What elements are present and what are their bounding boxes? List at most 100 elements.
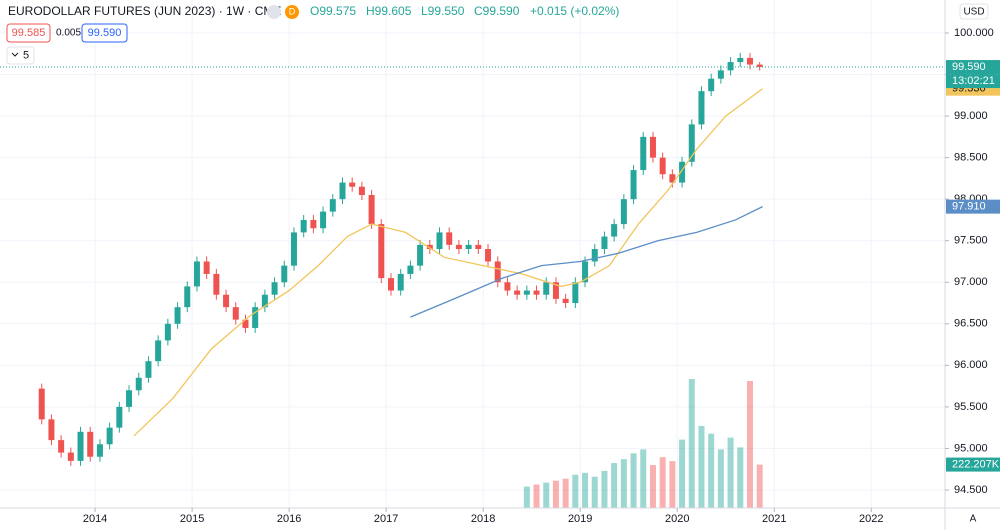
candle-body bbox=[465, 244, 472, 250]
candle-body bbox=[582, 261, 589, 283]
x-tick-label: 2015 bbox=[180, 513, 204, 525]
candle-body bbox=[300, 219, 307, 233]
candle-body bbox=[77, 431, 84, 461]
volume-bar bbox=[582, 472, 589, 508]
volume-bar bbox=[679, 439, 686, 508]
chevron bbox=[11, 52, 19, 57]
volume-bar bbox=[737, 447, 744, 508]
candle-body bbox=[679, 161, 686, 183]
y-tick-label: 97.000 bbox=[954, 276, 988, 288]
candle-body bbox=[38, 388, 45, 420]
y-tick-label: 96.000 bbox=[954, 359, 988, 371]
x-tick-label: 2017 bbox=[374, 513, 398, 525]
candle-body bbox=[339, 182, 346, 200]
plot bbox=[0, 52, 945, 508]
scale-mode: A bbox=[970, 514, 977, 525]
volume-bar bbox=[727, 437, 734, 508]
candle-body bbox=[514, 290, 521, 295]
candle-body bbox=[252, 307, 259, 328]
volume-bar bbox=[688, 379, 695, 508]
volume-label-bg bbox=[946, 457, 1000, 472]
countdown-bg bbox=[946, 74, 1000, 89]
badge-icon[interactable] bbox=[285, 5, 299, 19]
y-tick-label: 100.000 bbox=[954, 27, 994, 39]
volume-bar bbox=[717, 449, 724, 508]
candle-body bbox=[649, 136, 656, 158]
candle-body bbox=[562, 298, 569, 304]
moving-average bbox=[410, 206, 763, 318]
close: C99.590 bbox=[474, 4, 520, 18]
header: EURODOLLAR FUTURES (JUN 2023) · 1W · CME… bbox=[8, 4, 619, 19]
y-tick-label: 95.000 bbox=[954, 442, 988, 454]
eye-icon[interactable] bbox=[267, 5, 281, 19]
candle-body bbox=[446, 232, 453, 245]
candle-body bbox=[756, 64, 763, 68]
candle-body bbox=[48, 419, 55, 441]
spread: 0.005 bbox=[56, 28, 81, 39]
candle-body bbox=[135, 377, 142, 391]
candle-body bbox=[193, 261, 200, 287]
candle-body bbox=[426, 244, 433, 250]
axes: 94.500 95.000 95.500 96.000 96.500 97.000 97.5… bbox=[83, 3, 1000, 525]
volume-bar bbox=[543, 482, 550, 508]
candle-body bbox=[232, 307, 239, 320]
volume-bar bbox=[611, 463, 618, 508]
volume-bar bbox=[649, 465, 656, 508]
candle-body bbox=[67, 452, 74, 461]
volume-bar bbox=[601, 470, 608, 508]
candle-body bbox=[533, 290, 540, 295]
candle-body bbox=[688, 124, 695, 162]
candle-body bbox=[552, 282, 559, 299]
candle-body bbox=[106, 427, 113, 445]
candle-body bbox=[145, 361, 152, 378]
candle-body bbox=[349, 182, 356, 187]
candle-body bbox=[485, 249, 492, 262]
candle-body bbox=[203, 261, 210, 274]
candle-body bbox=[601, 236, 608, 250]
candle-body bbox=[261, 294, 268, 308]
volume-bar bbox=[640, 449, 647, 508]
candle-body bbox=[737, 57, 744, 63]
candle-body bbox=[407, 265, 414, 274]
x-tick-label: 2021 bbox=[762, 513, 786, 525]
candle-body bbox=[126, 390, 133, 407]
candle-body bbox=[271, 282, 278, 295]
ask-box[interactable] bbox=[81, 23, 128, 43]
x-tick-label: 2014 bbox=[83, 513, 107, 525]
candle-body bbox=[698, 91, 705, 125]
indicators-toggle[interactable] bbox=[6, 46, 35, 65]
y-tick-label: 98.500 bbox=[954, 152, 988, 164]
candle-body bbox=[329, 199, 336, 212]
candle-body bbox=[436, 232, 443, 250]
currency-box bbox=[959, 3, 989, 20]
grid bbox=[0, 0, 945, 508]
candle-body bbox=[164, 323, 171, 341]
bid-box[interactable] bbox=[6, 23, 51, 43]
low: L99.550 bbox=[421, 4, 465, 18]
candle-body bbox=[417, 244, 424, 266]
candle-body bbox=[611, 224, 618, 237]
candle-body bbox=[494, 261, 501, 283]
x-tick-label: 2019 bbox=[568, 513, 592, 525]
candle-body bbox=[708, 78, 715, 92]
volume-bar bbox=[572, 474, 579, 508]
volume-bar bbox=[708, 433, 715, 508]
volume-bar bbox=[698, 425, 705, 508]
y-tick-label: 99.000 bbox=[954, 110, 988, 122]
candle-body bbox=[640, 136, 647, 171]
controls: 99.585 0.005 99.590 5 bbox=[6, 23, 128, 65]
ask: 99.590 bbox=[88, 27, 122, 39]
volume-bar bbox=[669, 461, 676, 508]
candle-body bbox=[746, 57, 753, 65]
candle-body bbox=[58, 440, 65, 453]
badge: D bbox=[289, 6, 296, 16]
x-tick-label: 2020 bbox=[665, 513, 689, 525]
candle-body bbox=[727, 62, 734, 71]
candle-body bbox=[87, 431, 94, 457]
candle-body bbox=[717, 70, 724, 79]
ma-price-label-bg bbox=[946, 199, 1000, 214]
volume-bar bbox=[630, 453, 637, 508]
indicators-count: 5 bbox=[23, 49, 29, 61]
last-price-label-bg bbox=[946, 60, 1000, 75]
